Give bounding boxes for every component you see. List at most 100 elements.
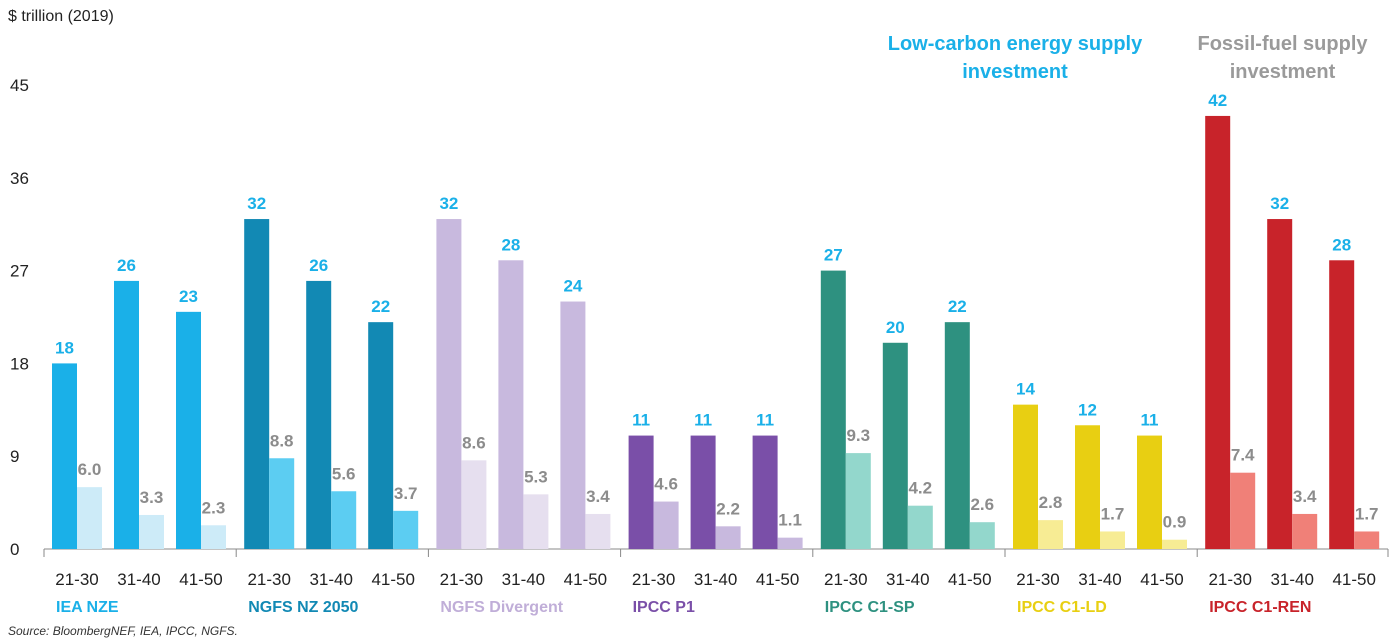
bar-fossil — [1230, 472, 1256, 549]
bar-low-carbon — [498, 260, 524, 549]
x-tick-label: 31-40 — [694, 570, 737, 589]
bar-low-carbon — [820, 270, 846, 549]
y-tick-label: 9 — [10, 447, 19, 466]
data-label-low-carbon: 12 — [1078, 400, 1097, 419]
bar-fossil — [845, 453, 871, 549]
data-label-low-carbon: 11 — [1141, 411, 1159, 430]
y-tick-label: 45 — [10, 76, 29, 95]
data-label-low-carbon: 26 — [117, 256, 136, 275]
bar-low-carbon — [1013, 404, 1038, 549]
data-label-fossil: 1.1 — [778, 511, 802, 530]
data-label-low-carbon: 28 — [1332, 235, 1351, 254]
x-tick-label: 31-40 — [309, 570, 352, 589]
data-label-low-carbon: 20 — [886, 318, 905, 337]
data-label-fossil: 5.3 — [524, 467, 548, 486]
data-label-low-carbon: 11 — [632, 411, 650, 430]
data-label-low-carbon: 27 — [824, 246, 843, 265]
bar-low-carbon — [306, 280, 332, 549]
x-tick-label: 21-30 — [632, 570, 675, 589]
x-tick-label: 21-30 — [1208, 570, 1251, 589]
bar-fossil — [139, 514, 164, 549]
bar-fossil — [585, 513, 611, 549]
data-label-fossil: 0.9 — [1163, 513, 1187, 532]
fossil-fuel-annotation: Fossil-fuel supply investment — [1197, 33, 1368, 83]
x-tick-label: 21-30 — [440, 570, 483, 589]
data-label-fossil: 8.8 — [270, 431, 294, 450]
data-label-fossil: 3.7 — [394, 484, 418, 503]
bar-low-carbon — [1137, 435, 1162, 549]
bar-low-carbon — [1075, 425, 1100, 549]
data-label-low-carbon: 42 — [1208, 91, 1227, 110]
y-axis-unit-label: $ trillion (2019) — [8, 8, 114, 25]
bar-fossil — [653, 501, 679, 549]
bar-fossil — [715, 526, 741, 549]
bar-low-carbon — [752, 435, 778, 549]
bar-low-carbon — [114, 280, 139, 549]
group-label: IEA NZE — [56, 599, 119, 616]
bar-low-carbon — [1205, 115, 1231, 549]
bar-low-carbon — [882, 342, 908, 549]
group-label: IPCC C1-LD — [1017, 599, 1107, 616]
data-label-fossil: 8.6 — [462, 433, 486, 452]
data-label-low-carbon: 32 — [247, 194, 266, 213]
source-note: Source: BloombergNEF, IEA, IPCC, NGFS. — [8, 624, 238, 638]
y-tick-label: 27 — [10, 262, 29, 281]
bar-fossil — [393, 510, 419, 549]
bar-low-carbon — [1267, 219, 1293, 550]
data-label-fossil: 4.2 — [908, 479, 932, 498]
data-label-fossil: 5.6 — [332, 464, 356, 483]
bar-fossil — [331, 491, 357, 549]
bar-low-carbon — [944, 322, 970, 549]
group-label: IPCC C1-SP — [825, 599, 915, 616]
data-label-fossil: 1.7 — [1101, 504, 1125, 523]
bar-low-carbon — [628, 435, 654, 549]
data-label-low-carbon: 28 — [501, 235, 520, 254]
bar-low-carbon — [436, 219, 462, 550]
data-label-low-carbon: 18 — [55, 338, 74, 357]
data-label-low-carbon: 23 — [179, 287, 198, 306]
bar-low-carbon — [176, 311, 201, 549]
data-label-low-carbon: 32 — [439, 194, 458, 213]
bar-low-carbon — [368, 322, 394, 549]
bar-low-carbon — [690, 435, 716, 549]
x-tick-label: 41-50 — [371, 570, 414, 589]
bar-fossil — [1100, 531, 1125, 549]
x-tick-label: 41-50 — [948, 570, 991, 589]
data-label-fossil: 3.3 — [140, 488, 164, 507]
bar-fossil — [1354, 531, 1380, 549]
x-tick-label: 31-40 — [1270, 570, 1313, 589]
x-tick-label: 41-50 — [756, 570, 799, 589]
data-label-low-carbon: 11 — [756, 411, 774, 430]
x-tick-label: 21-30 — [1016, 570, 1059, 589]
x-tick-label: 31-40 — [886, 570, 929, 589]
bar-fossil — [907, 505, 933, 549]
data-label-low-carbon: 26 — [309, 256, 328, 275]
group-label: IPCC C1-REN — [1209, 599, 1311, 616]
data-label-fossil: 6.0 — [78, 460, 102, 479]
data-label-fossil: 1.7 — [1355, 504, 1379, 523]
bar-low-carbon — [52, 363, 77, 549]
data-label-low-carbon: 24 — [563, 277, 582, 296]
x-tick-label: 41-50 — [1332, 570, 1375, 589]
data-label-low-carbon: 11 — [694, 411, 712, 430]
bar-fossil — [969, 522, 995, 549]
bar-low-carbon — [1329, 260, 1355, 549]
data-label-fossil: 2.6 — [970, 495, 994, 514]
data-label-low-carbon: 14 — [1016, 380, 1035, 399]
bar-fossil — [523, 494, 549, 549]
y-tick-label: 36 — [10, 169, 29, 188]
data-label-low-carbon: 22 — [371, 297, 390, 316]
data-label-low-carbon: 22 — [948, 297, 967, 316]
data-label-low-carbon: 32 — [1270, 194, 1289, 213]
x-tick-label: 21-30 — [824, 570, 867, 589]
group-label: NGFS NZ 2050 — [248, 599, 358, 616]
data-label-fossil: 3.4 — [1293, 487, 1317, 506]
data-label-fossil: 2.8 — [1039, 493, 1063, 512]
data-label-fossil: 9.3 — [846, 426, 870, 445]
bar-fossil — [1162, 539, 1187, 549]
y-tick-label: 18 — [10, 354, 29, 373]
bar-fossil — [1292, 513, 1318, 549]
bar-fossil — [77, 487, 102, 549]
x-tick-label: 31-40 — [117, 570, 160, 589]
